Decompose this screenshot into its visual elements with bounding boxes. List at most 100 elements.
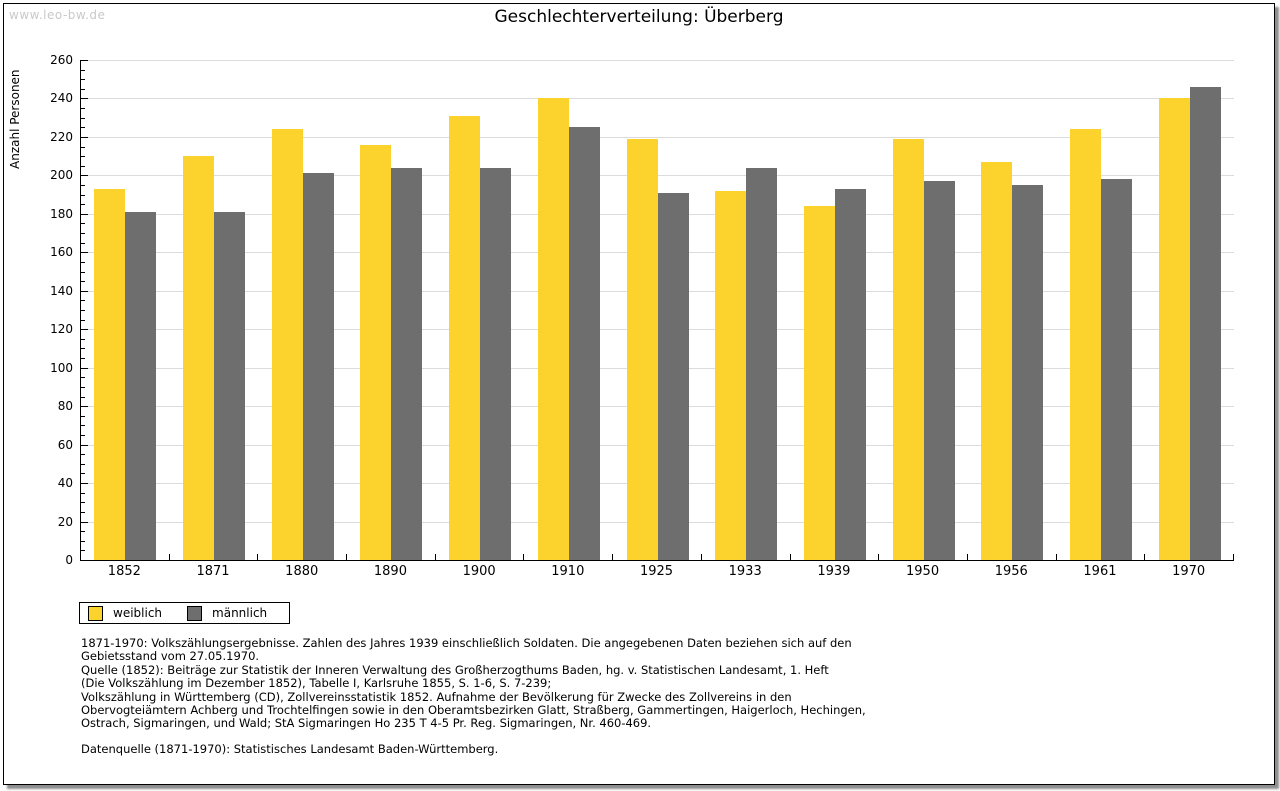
x-tick-label-1910: 1910	[551, 564, 585, 579]
gridline-260	[81, 60, 1234, 61]
y-major-tick-120	[81, 329, 88, 331]
y-minor-tick-145	[81, 281, 85, 283]
y-axis-title: Anzahl Personen	[8, 69, 22, 169]
y-minor-tick-5	[81, 550, 85, 552]
datasource-text: Datenquelle (1871-1970): Statistisches L…	[81, 742, 499, 756]
y-minor-tick-35	[81, 492, 85, 494]
x-boundary-tick-4	[434, 554, 436, 560]
x-boundary-tick-12	[1144, 554, 1146, 560]
y-minor-tick-125	[81, 319, 85, 321]
x-tick-label-1871: 1871	[196, 564, 230, 579]
y-minor-tick-215	[81, 146, 85, 148]
bar-weiblich-1871	[183, 156, 215, 560]
legend-swatch-maennlich	[187, 605, 203, 621]
y-minor-tick-55	[81, 454, 85, 456]
y-major-tick-220	[81, 136, 88, 138]
bar-weiblich-1925	[626, 138, 658, 560]
y-tick-label-40: 40	[57, 476, 73, 491]
y-tick-label-120: 120	[50, 322, 73, 337]
y-minor-tick-30	[81, 502, 85, 504]
y-major-tick-40	[81, 483, 88, 485]
x-tick-label-1939: 1939	[817, 564, 851, 579]
y-minor-tick-165	[81, 242, 85, 244]
y-minor-tick-255	[81, 69, 85, 71]
x-boundary-tick-9	[878, 554, 880, 560]
bar-weiblich-1933	[715, 190, 747, 560]
y-minor-tick-75	[81, 415, 85, 417]
x-tick-label-1961: 1961	[1083, 564, 1117, 579]
x-tick-label-1956: 1956	[994, 564, 1028, 579]
y-tick-label-200: 200	[50, 168, 73, 183]
y-major-tick-260	[81, 60, 88, 61]
bar-weiblich-1910	[537, 98, 569, 560]
x-boundary-tick-8	[789, 554, 791, 560]
x-tick-label-1900: 1900	[462, 564, 496, 579]
bar-maennlich-1956	[1012, 185, 1044, 560]
gridline-200	[81, 175, 1234, 177]
bar-maennlich-1970	[1189, 86, 1221, 560]
chart-page: www.leo-bw.de Geschlechterverteilung: Üb…	[3, 3, 1275, 785]
y-tick-label-180: 180	[50, 206, 73, 221]
bar-maennlich-1890	[391, 167, 423, 560]
y-minor-tick-150	[81, 271, 85, 273]
bar-weiblich-1956	[981, 161, 1013, 560]
bar-weiblich-1939	[803, 206, 835, 560]
bar-maennlich-1871	[214, 211, 246, 560]
bar-maennlich-1933	[746, 167, 778, 560]
y-minor-tick-135	[81, 300, 85, 302]
y-minor-tick-65	[81, 435, 85, 436]
bar-weiblich-1880	[271, 129, 303, 560]
bar-weiblich-1900	[449, 115, 481, 560]
y-minor-tick-155	[81, 261, 85, 263]
y-minor-tick-25	[81, 511, 85, 513]
y-major-tick-20	[81, 521, 88, 523]
x-tick-label-1925: 1925	[639, 564, 674, 579]
y-minor-tick-15	[81, 531, 85, 533]
y-major-tick-60	[81, 444, 88, 446]
y-minor-tick-85	[81, 396, 85, 398]
watermark: www.leo-bw.de	[9, 8, 106, 22]
y-tick-label-80: 80	[57, 399, 73, 414]
footnote-text: 1871-1970: Volkszählungsergebnisse. Zahl…	[81, 636, 866, 731]
y-major-tick-140	[81, 290, 88, 292]
y-minor-tick-245	[81, 88, 85, 90]
y-tick-label-260: 260	[50, 53, 73, 67]
x-tick-label-1933: 1933	[728, 564, 762, 579]
y-tick-label-220: 220	[50, 129, 73, 144]
y-minor-tick-95	[81, 377, 85, 379]
bar-maennlich-1852	[125, 211, 157, 560]
x-boundary-tick-3	[346, 554, 348, 560]
chart-title: Geschlechterverteilung: Überberg	[494, 7, 784, 27]
y-major-tick-180	[81, 213, 88, 215]
y-minor-tick-115	[81, 338, 85, 340]
y-minor-tick-185	[81, 204, 85, 206]
y-minor-tick-70	[81, 425, 85, 427]
y-minor-tick-230	[81, 117, 85, 119]
y-tick-label-160: 160	[50, 245, 73, 260]
x-boundary-tick-1	[168, 554, 170, 560]
y-minor-tick-130	[81, 310, 85, 311]
x-tick-label-1890: 1890	[373, 564, 407, 579]
bar-maennlich-1910	[568, 127, 600, 560]
y-minor-tick-190	[81, 194, 85, 196]
y-major-tick-160	[81, 252, 88, 254]
y-minor-tick-105	[81, 358, 85, 360]
y-minor-tick-235	[81, 108, 85, 110]
y-minor-tick-10	[81, 540, 85, 542]
x-tick-label-1970: 1970	[1172, 564, 1206, 579]
bar-weiblich-1890	[360, 144, 392, 560]
gridline-220	[81, 136, 1234, 138]
y-tick-label-100: 100	[50, 360, 73, 375]
y-tick-label-240: 240	[50, 91, 73, 106]
bar-weiblich-1950	[892, 138, 924, 560]
y-minor-tick-50	[81, 463, 85, 465]
x-boundary-tick-2	[257, 554, 259, 560]
bar-maennlich-1900	[480, 167, 512, 560]
y-minor-tick-170	[81, 233, 85, 235]
gridline-240	[81, 98, 1234, 100]
bar-maennlich-1939	[834, 188, 866, 560]
y-tick-label-0: 0	[65, 553, 73, 567]
y-minor-tick-250	[81, 79, 85, 81]
bar-maennlich-1961	[1100, 179, 1132, 560]
y-minor-tick-195	[81, 185, 85, 186]
